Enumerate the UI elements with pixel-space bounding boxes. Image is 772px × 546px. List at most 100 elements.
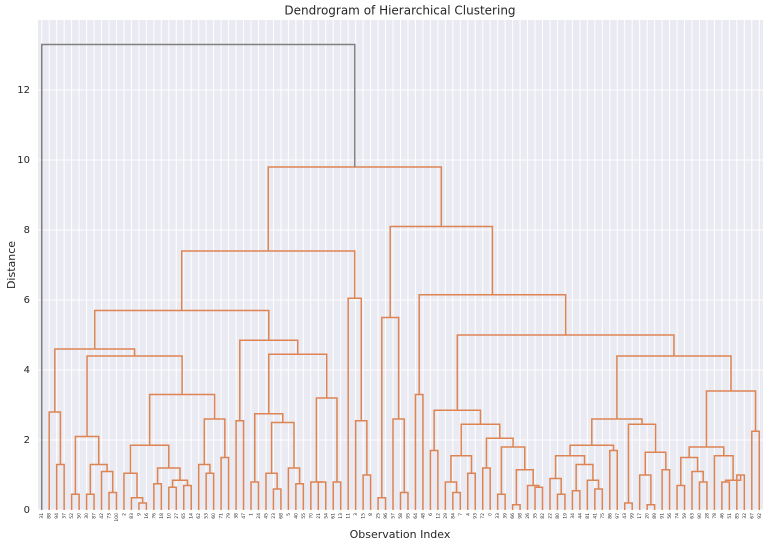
leaf-label: 76: [151, 513, 157, 519]
leaf-label: 78: [712, 513, 718, 519]
leaf-label: 20: [645, 513, 651, 519]
leaf-label: 90: [697, 513, 703, 519]
leaf-label: 70: [308, 513, 314, 519]
leaf-label: 23: [271, 513, 277, 519]
leaf-label: 65: [181, 513, 187, 519]
leaf-label: 35: [533, 513, 539, 519]
x-axis-label: Observation Index: [350, 528, 451, 541]
leaf-label: 50: [77, 513, 83, 519]
leaf-label: 27: [174, 513, 180, 519]
leaf-label: 21: [316, 513, 322, 519]
leaf-label: 55: [301, 513, 307, 519]
leaf-label: 60: [211, 513, 217, 519]
leaf-label: 12: [435, 513, 441, 519]
chart-title: Dendrogram of Hierarchical Clustering: [284, 4, 515, 18]
leaf-label: 8: [368, 513, 374, 516]
y-tick-label: 8: [24, 225, 30, 236]
leaf-label: 32: [742, 513, 748, 519]
leaf-label: 95: [405, 513, 411, 519]
leaf-label: 73: [107, 513, 113, 519]
leaf-label: 14: [189, 513, 195, 519]
leaf-label: 7: [458, 513, 464, 516]
grid: [38, 20, 763, 511]
leaf-label: 15: [361, 513, 367, 519]
leaf-label: 68: [278, 513, 284, 519]
leaf-label: 57: [391, 513, 397, 519]
link: [40, 43, 356, 510]
leaf-label: 28: [704, 513, 710, 519]
leaf-label: 61: [331, 513, 337, 519]
leaf-label: 66: [510, 513, 516, 519]
leaf-label: 72: [480, 513, 486, 519]
link: [310, 481, 323, 510]
leaf-label: 100: [114, 513, 120, 522]
y-tick-label: 10: [17, 155, 30, 166]
y-tick-label: 0: [24, 505, 30, 516]
leaf-label: 10: [166, 513, 172, 519]
leaf-label: 91: [660, 513, 666, 519]
leaf-label: 64: [413, 513, 419, 519]
leaf-label: 53: [204, 513, 210, 519]
leaf-label: 34: [570, 513, 576, 519]
leaf-label: 80: [555, 513, 561, 519]
leaf-label: 40: [293, 513, 299, 519]
leaf-label: 31: [39, 513, 45, 519]
leaf-label: 13: [338, 513, 344, 519]
leaf-label: 22: [547, 513, 553, 519]
leaf-label: 93: [473, 513, 479, 519]
leaf-label: 42: [99, 513, 105, 519]
leaf-label: 41: [592, 513, 598, 519]
leaf-label: 52: [69, 513, 75, 519]
leaf-label: 62: [196, 513, 202, 519]
leaf-label: 45: [263, 513, 269, 519]
leaf-label: 88: [47, 513, 53, 519]
leaf-label: 96: [383, 513, 389, 519]
leaf-label: 92: [757, 513, 763, 519]
leaf-label: 84: [450, 513, 456, 519]
leaf-label: 56: [667, 513, 673, 519]
leaf-label: 97: [615, 513, 621, 519]
leaf-label: 94: [54, 513, 60, 519]
y-tick-label: 2: [24, 435, 30, 446]
leaf-label: 74: [675, 513, 681, 519]
leaf-label: 87: [92, 513, 98, 519]
leaf-label: 17: [637, 513, 643, 519]
leaf-label: 16: [144, 513, 150, 519]
leaf-label: 33: [495, 513, 501, 519]
leaf-label: 82: [540, 513, 546, 519]
leaf-label: 0: [488, 513, 494, 516]
leaf-label: 51: [727, 513, 733, 519]
leaf-label: 39: [503, 513, 509, 519]
leaf-label: 89: [652, 513, 658, 519]
leaf-label: 44: [577, 513, 583, 519]
leaf-label: 98: [518, 513, 524, 519]
leaf-label: 43: [622, 513, 628, 519]
leaf-label: 2: [121, 513, 127, 516]
leaf-label: 47: [241, 513, 247, 519]
leaf-label: 48: [420, 513, 426, 519]
leaf-label: 75: [600, 513, 606, 519]
leaf-label: 58: [398, 513, 404, 519]
leaf-label: 24: [256, 513, 262, 519]
links: [40, 43, 761, 510]
leaf-label: 5: [286, 513, 292, 516]
y-tick-label: 6: [24, 295, 30, 306]
leaf-label: 1: [249, 513, 255, 516]
leaf-label: 4: [465, 513, 471, 516]
leaf-label: 81: [585, 513, 591, 519]
leaf-label: 99: [630, 513, 636, 519]
leaf-label: 18: [159, 513, 165, 519]
leaf-label: 3: [353, 513, 359, 516]
leaf-label: 46: [719, 513, 725, 519]
leaf-label: 29: [443, 513, 449, 519]
y-tick-label: 12: [17, 85, 30, 96]
leaf-label: 63: [689, 513, 695, 519]
leaf-label: 79: [226, 513, 232, 519]
leaf-label: 30: [84, 513, 90, 519]
leaf-label: 67: [749, 513, 755, 519]
leaf-label: 59: [682, 513, 688, 519]
leaf-label: 38: [234, 513, 240, 519]
leaf-label: 19: [562, 513, 568, 519]
